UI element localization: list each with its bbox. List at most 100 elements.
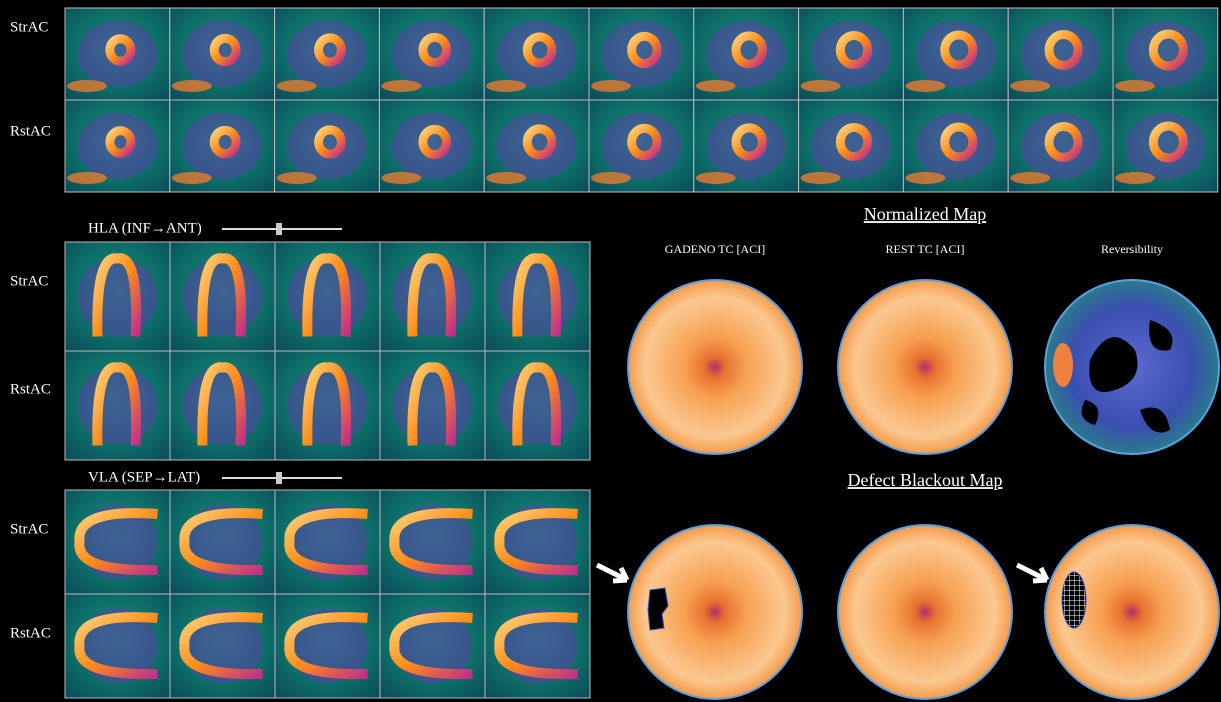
myocardium <box>197 362 247 446</box>
myocardium <box>1148 29 1188 71</box>
tissue-halo <box>391 112 472 180</box>
map-column: Reversibility <box>1101 242 1163 256</box>
tissue-halo <box>915 112 996 180</box>
myocardium <box>512 362 562 446</box>
arrow <box>1015 562 1050 584</box>
myocardium <box>418 124 452 160</box>
tissue-halo <box>1125 112 1206 180</box>
tissue-halo <box>77 112 158 180</box>
myocardium <box>407 253 457 337</box>
tissue-halo <box>811 112 891 180</box>
section-title: HLA (INF→ANT) <box>88 220 202 236</box>
tissue-halo <box>77 366 158 445</box>
myocardium <box>835 122 873 162</box>
myocardium <box>209 125 241 159</box>
myocardium <box>418 32 452 68</box>
gut-activity <box>171 80 212 92</box>
section-title: VLA (SEP→LAT) <box>88 469 200 485</box>
arrow <box>595 562 630 584</box>
row-label: StrAC <box>10 521 48 537</box>
defect-region <box>647 587 669 631</box>
row-label: StrAC <box>10 273 48 289</box>
gut-activity <box>1010 80 1051 92</box>
gut-activity <box>1115 172 1155 184</box>
gut-activity <box>67 172 107 184</box>
map-title: Normalized Map <box>864 204 986 224</box>
gut-activity <box>591 80 631 92</box>
tissue-halo <box>1020 112 1101 180</box>
gut-activity <box>381 80 422 92</box>
tissue-halo <box>391 20 472 88</box>
myocardium <box>627 123 662 161</box>
gut-activity <box>800 172 841 184</box>
myocardium <box>494 612 578 680</box>
polar-map <box>627 279 803 455</box>
tissue-halo <box>601 20 682 88</box>
tissue-halo <box>287 366 368 445</box>
tissue-halo <box>706 112 787 180</box>
tissue-halo <box>392 257 473 336</box>
row-label: RstAC <box>10 381 51 397</box>
myocardium <box>92 253 142 337</box>
myocardium <box>1044 121 1083 163</box>
tissue-halo <box>182 20 263 88</box>
myocardium <box>92 362 142 446</box>
myocardium <box>940 30 978 70</box>
myocardium <box>389 508 473 576</box>
tissue-halo <box>182 366 263 445</box>
myocardium <box>74 612 158 680</box>
myocardium <box>835 30 873 70</box>
myocardium <box>522 32 557 68</box>
polar-maps <box>595 279 1220 700</box>
polar-map <box>1044 524 1220 700</box>
myocardium <box>197 253 247 337</box>
gut-activity <box>591 172 631 184</box>
image-tiles <box>64 7 1219 699</box>
defect-region <box>1061 571 1087 629</box>
tissue-halo <box>496 112 577 180</box>
gut-activity <box>905 172 946 184</box>
slider-thumb[interactable] <box>276 472 282 484</box>
gut-activity <box>486 80 527 92</box>
row-label: RstAC <box>10 625 51 641</box>
myocardium <box>314 125 346 159</box>
myocardium <box>1044 29 1083 71</box>
tissue-halo <box>811 20 891 88</box>
gut-activity <box>171 172 212 184</box>
myocardium <box>209 33 241 67</box>
myocardium <box>627 31 662 69</box>
tissue-halo <box>706 20 787 88</box>
gut-activity <box>67 80 107 92</box>
myocardium <box>940 122 978 162</box>
myocardium <box>105 126 136 158</box>
myocardium <box>731 123 767 161</box>
tissue-halo <box>287 20 367 88</box>
gut-activity <box>1010 172 1051 184</box>
gut-activity <box>276 172 317 184</box>
map-title: Defect Blackout Map <box>848 470 1003 490</box>
tissue-halo <box>1125 20 1206 88</box>
gut-activity <box>695 80 736 92</box>
myocardium <box>179 612 263 680</box>
map-column: REST TC [ACI] <box>886 242 965 256</box>
slider-thumb[interactable] <box>276 223 282 235</box>
gut-activity <box>1115 80 1155 92</box>
tissue-halo <box>287 112 367 180</box>
gut-activity <box>381 172 422 184</box>
tissue-halo <box>77 20 158 88</box>
reversibility-region <box>1081 320 1173 433</box>
tissue-halo <box>287 257 368 336</box>
myocardium <box>105 34 136 66</box>
myocardium <box>179 508 263 576</box>
myocardium <box>302 253 352 337</box>
tissue-halo <box>601 112 682 180</box>
tissue-halo <box>915 20 996 88</box>
tissue-halo <box>497 257 578 336</box>
row-label: RstAC <box>10 123 51 139</box>
myocardium <box>522 124 557 160</box>
tissue-halo <box>182 112 263 180</box>
myocardium <box>731 31 767 69</box>
myocardium <box>74 508 158 576</box>
myocardium <box>302 362 352 446</box>
